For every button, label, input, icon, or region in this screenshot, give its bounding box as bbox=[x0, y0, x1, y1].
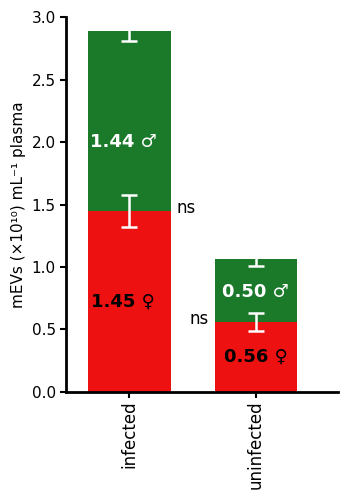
Text: ns: ns bbox=[177, 200, 196, 218]
Text: 0.56 ♀: 0.56 ♀ bbox=[224, 348, 288, 366]
Bar bbox=[88, 211, 171, 392]
Bar bbox=[215, 260, 297, 322]
Text: 1.44 ♂: 1.44 ♂ bbox=[90, 133, 157, 151]
Text: ns: ns bbox=[189, 310, 208, 328]
Y-axis label: mEVs (×10¹⁰) mL⁻¹ plasma: mEVs (×10¹⁰) mL⁻¹ plasma bbox=[11, 101, 26, 308]
Text: 1.45 ♀: 1.45 ♀ bbox=[91, 293, 155, 311]
Bar bbox=[215, 322, 297, 392]
Bar bbox=[88, 31, 171, 211]
Text: 0.50 ♂: 0.50 ♂ bbox=[222, 283, 289, 301]
